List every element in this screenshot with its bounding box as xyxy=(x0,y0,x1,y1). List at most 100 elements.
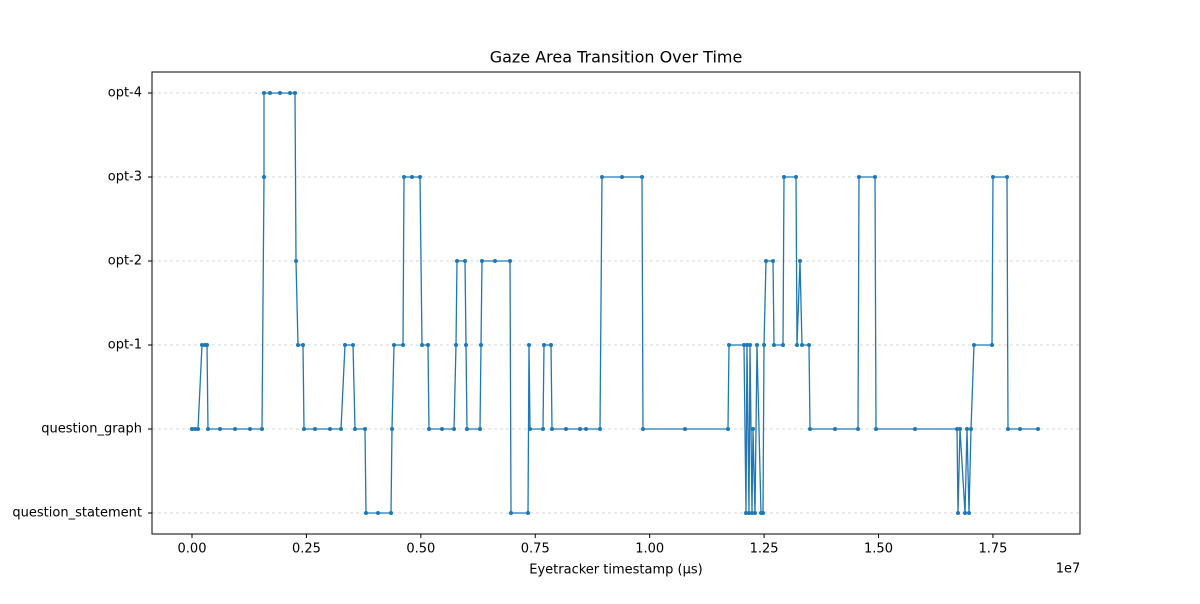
marker xyxy=(427,427,431,431)
marker xyxy=(452,427,456,431)
marker xyxy=(526,511,530,515)
marker xyxy=(364,511,368,515)
marker xyxy=(478,427,482,431)
marker xyxy=(564,427,568,431)
marker xyxy=(206,427,210,431)
x-tick-label: 0.75 xyxy=(521,542,550,557)
x-offset-label: 1e7 xyxy=(1056,562,1081,577)
marker xyxy=(301,343,305,347)
marker xyxy=(426,343,430,347)
marker xyxy=(874,427,878,431)
marker xyxy=(260,427,264,431)
marker xyxy=(296,343,300,347)
marker xyxy=(761,511,765,515)
marker xyxy=(744,511,748,515)
line xyxy=(192,92,1038,514)
marker xyxy=(972,343,976,347)
marker xyxy=(745,343,749,347)
marker xyxy=(913,427,917,431)
marker xyxy=(278,91,282,95)
marker xyxy=(288,91,292,95)
marker xyxy=(800,343,804,347)
marker xyxy=(967,511,971,515)
marker xyxy=(578,427,582,431)
x-tick-label: 1.25 xyxy=(750,542,779,557)
marker xyxy=(956,511,960,515)
marker xyxy=(748,343,752,347)
marker xyxy=(963,511,967,515)
marker xyxy=(528,427,532,431)
marker xyxy=(464,343,468,347)
marker xyxy=(620,175,624,179)
marker xyxy=(293,91,297,95)
x-tick-label: 0.50 xyxy=(406,542,435,557)
marker xyxy=(1005,175,1009,179)
marker xyxy=(798,259,802,263)
marker xyxy=(795,343,799,347)
marker xyxy=(420,343,424,347)
marker xyxy=(584,427,588,431)
x-tick-label: 0.00 xyxy=(178,542,207,557)
marker xyxy=(200,343,204,347)
marker xyxy=(753,511,757,515)
marker xyxy=(190,427,194,431)
marker xyxy=(640,175,644,179)
marker xyxy=(401,343,405,347)
marker xyxy=(771,259,775,263)
marker xyxy=(465,427,469,431)
marker xyxy=(527,343,531,347)
x-tick-label: 1.50 xyxy=(864,542,893,557)
marker xyxy=(262,91,266,95)
marker xyxy=(363,427,367,431)
marker xyxy=(727,343,731,347)
y-tick-label: question_graph xyxy=(41,422,142,437)
marker xyxy=(508,259,512,263)
marker xyxy=(509,511,513,515)
marker xyxy=(873,175,877,179)
marker xyxy=(218,427,222,431)
x-tick-label: 0.25 xyxy=(292,542,321,557)
marker xyxy=(1018,427,1022,431)
marker xyxy=(969,427,973,431)
marker xyxy=(747,511,751,515)
marker xyxy=(965,427,969,431)
marker xyxy=(598,427,602,431)
marker xyxy=(726,427,730,431)
marker xyxy=(262,175,266,179)
marker xyxy=(955,427,959,431)
y-tick-label: opt-1 xyxy=(108,338,142,353)
marker xyxy=(857,175,861,179)
marker xyxy=(402,175,406,179)
marker xyxy=(454,343,458,347)
marker xyxy=(248,427,252,431)
y-tick-label: opt-3 xyxy=(108,170,142,185)
marker xyxy=(958,427,962,431)
marker xyxy=(541,427,545,431)
marker xyxy=(351,343,355,347)
marker xyxy=(410,175,414,179)
marker xyxy=(390,427,394,431)
plot-frame xyxy=(151,71,1081,535)
marker xyxy=(339,427,343,431)
x-axis-label: Eyetracker timestamp (µs) xyxy=(529,563,702,578)
marker xyxy=(750,511,754,515)
marker xyxy=(343,343,347,347)
marker xyxy=(313,427,317,431)
marker xyxy=(440,427,444,431)
marker xyxy=(990,343,994,347)
marker xyxy=(418,175,422,179)
x-tick-label: 1.75 xyxy=(978,542,1007,557)
marker xyxy=(641,427,645,431)
marker xyxy=(328,427,332,431)
marker xyxy=(742,343,746,347)
y-tick-label: opt-2 xyxy=(108,254,142,269)
marker xyxy=(833,427,837,431)
chart-title: Gaze Area Transition Over Time xyxy=(490,48,743,67)
marker xyxy=(683,427,687,431)
marker xyxy=(392,343,396,347)
marker xyxy=(493,259,497,263)
marker xyxy=(808,427,812,431)
marker xyxy=(549,343,553,347)
marker xyxy=(794,175,798,179)
